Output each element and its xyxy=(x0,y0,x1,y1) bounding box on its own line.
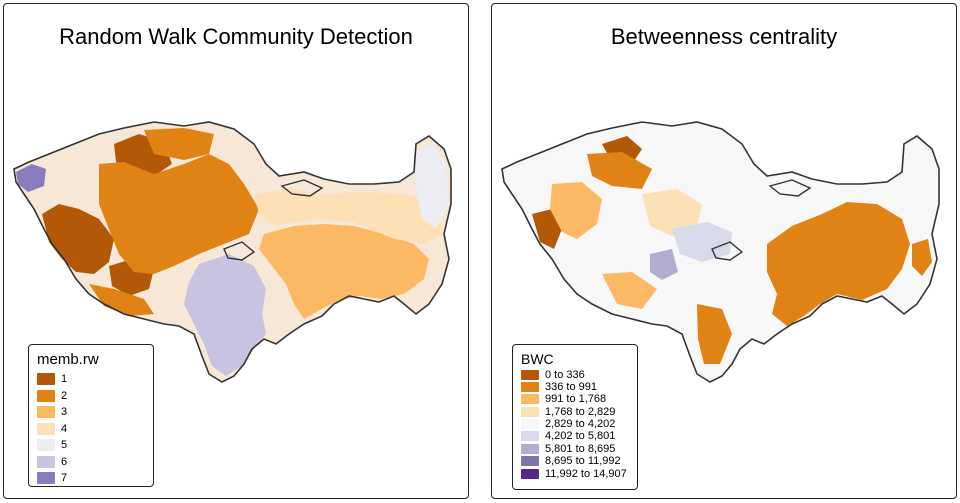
legend-swatch xyxy=(37,439,55,452)
legend-item: 2,829 to 4,202 xyxy=(521,418,629,431)
map-panel-betweenness: Betweenness centrality BWC 0 to 336 336 t… xyxy=(491,3,957,499)
legend-item: 11,992 to 14,907 xyxy=(521,467,629,480)
bwc-band-2-cluster-east xyxy=(767,202,910,326)
legend-swatch xyxy=(521,443,539,454)
legend-swatch xyxy=(37,422,55,435)
legend-item: 1,768 to 2,829 xyxy=(521,405,629,418)
betweenness-map xyxy=(501,121,940,383)
legend-swatch xyxy=(37,389,55,402)
legend-swatch xyxy=(521,456,539,467)
legend-label: 336 to 991 xyxy=(545,380,597,393)
legend-swatch xyxy=(521,419,539,430)
community-2-cluster-central xyxy=(99,154,259,274)
legend-label: 4 xyxy=(61,422,68,435)
bwc-band-4-cluster-central xyxy=(642,189,702,236)
community-3-cluster-east xyxy=(259,224,429,319)
legend-label: 7 xyxy=(61,472,68,485)
panel-title: Betweenness centrality xyxy=(610,24,838,49)
legend-label: 5 xyxy=(61,439,68,452)
community-2-cluster-north xyxy=(144,128,214,160)
community-4-cluster-northeast xyxy=(254,189,444,244)
legend-label: 2,829 to 4,202 xyxy=(545,418,616,431)
legend-label: 8,695 to 11,992 xyxy=(545,455,621,468)
legend-swatch xyxy=(37,472,55,485)
legend-item: 991 to 1,768 xyxy=(521,393,629,406)
legend-item: 4 xyxy=(37,422,145,437)
legend-swatch xyxy=(521,468,539,479)
legend-swatch xyxy=(521,431,539,442)
bwc-band-1-cluster-west xyxy=(532,209,562,249)
bwc-band-2-cluster-north xyxy=(587,152,652,189)
map-panel-community: Random Walk Community Detection memb.rw … xyxy=(3,3,469,499)
legend-swatch xyxy=(521,369,539,380)
legend-label: 3 xyxy=(61,406,68,419)
community-5-cluster-far-east xyxy=(414,144,449,229)
legend-swatch xyxy=(521,381,539,392)
legend-label: 1,768 to 2,829 xyxy=(545,405,616,418)
legend-item: 3 xyxy=(37,405,145,420)
inner-boundary xyxy=(711,179,812,261)
bwc-band-7-cluster-central xyxy=(650,249,678,280)
legend-title: memb.rw xyxy=(37,351,99,368)
legend-title: BWC xyxy=(521,351,554,367)
legend-label: 5,801 to 8,695 xyxy=(545,442,616,455)
region-outline xyxy=(13,121,452,383)
legend-swatch xyxy=(521,394,539,405)
legend-swatch xyxy=(37,455,55,468)
legend-label: 0 to 336 xyxy=(545,368,585,381)
legend-item: 6 xyxy=(37,455,145,470)
legend-swatch xyxy=(37,373,55,386)
community-6-cluster-south xyxy=(184,254,266,376)
legend-swatch xyxy=(37,406,55,419)
legend-bwc: BWC 0 to 336 336 to 991 991 to 1,768 1,768 … xyxy=(512,344,638,490)
legend-item: 5,801 to 8,695 xyxy=(521,442,629,455)
legend-item: 4,202 to 5,801 xyxy=(521,430,629,443)
legend-memb-rw: memb.rw 1 2 3 4 5 6 7 xyxy=(28,344,154,487)
bwc-band-6-cluster-central xyxy=(672,222,732,262)
legend-items: 0 to 336 336 to 991 991 to 1,768 1,768 to 2… xyxy=(521,368,629,480)
panel-title: Random Walk Community Detection xyxy=(59,24,413,49)
inner-boundary xyxy=(223,179,324,261)
community-7-cluster-west xyxy=(16,164,46,192)
legend-label: 991 to 1,768 xyxy=(545,393,607,406)
legend-label: 1 xyxy=(61,373,68,386)
bwc-band-2-cluster-far-east xyxy=(912,239,932,276)
bwc-band-3-cluster-south xyxy=(602,272,657,309)
region-fills xyxy=(14,122,451,382)
legend-item: 0 to 336 xyxy=(521,368,629,381)
community-map xyxy=(13,121,452,383)
region-outline xyxy=(501,121,940,383)
community-1-cluster-west xyxy=(42,204,114,274)
legend-label: 4,202 to 5,801 xyxy=(545,430,616,443)
legend-item: 2 xyxy=(37,389,145,404)
legend-item: 7 xyxy=(37,471,145,486)
legend-swatch xyxy=(521,406,539,417)
legend-item: 5 xyxy=(37,438,145,453)
community-2-cluster-south xyxy=(89,284,154,316)
legend-label: 6 xyxy=(61,455,68,468)
region-fills xyxy=(502,122,939,382)
legend-item: 1 xyxy=(37,372,145,387)
bwc-band-3-cluster-central xyxy=(550,182,602,239)
legend-item: 8,695 to 11,992 xyxy=(521,455,629,468)
legend-items: 1 2 3 4 5 6 7 xyxy=(37,372,145,486)
legend-label: 2 xyxy=(61,389,68,402)
legend-label: 11,992 to 14,907 xyxy=(545,467,627,480)
legend-item: 336 to 991 xyxy=(521,380,629,393)
bwc-band-2-cluster-southwest xyxy=(697,304,732,364)
